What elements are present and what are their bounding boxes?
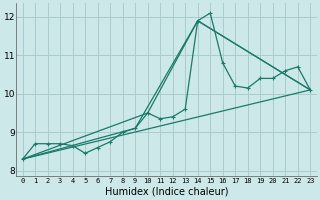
X-axis label: Humidex (Indice chaleur): Humidex (Indice chaleur) — [105, 187, 228, 197]
